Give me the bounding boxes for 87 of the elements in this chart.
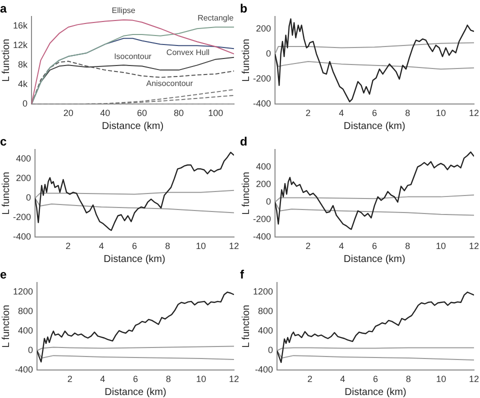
x-axis-title: Distance (km): [344, 386, 406, 398]
chart-title: c: [0, 134, 7, 149]
x-tick-label: 12: [228, 241, 239, 252]
annotation: Convex Hull: [166, 48, 210, 57]
x-axis-title: Distance (km): [104, 254, 166, 265]
x-tick-label: 6: [373, 374, 378, 384]
y-tick-label: -200: [253, 74, 272, 84]
x-axis-title: Distance (km): [102, 120, 164, 132]
y-axis-title: L function: [240, 304, 252, 348]
y-tick-label: -400: [253, 98, 272, 109]
y-tick-label: 0: [266, 48, 272, 59]
x-tick-label: 4: [338, 241, 344, 252]
x-tick-label: 60: [136, 108, 147, 118]
y-tick-label: -400: [15, 364, 34, 375]
y-tick-label: 200: [16, 173, 32, 184]
x-tick-label: 4: [338, 108, 344, 118]
y-tick-label: 0: [22, 98, 28, 109]
x-tick-label: 12: [468, 374, 479, 384]
x-tick-label: 4: [100, 374, 106, 384]
chart-title: e: [0, 268, 7, 282]
x-tick-label: 2: [306, 108, 311, 118]
x-tick-label: 10: [436, 241, 446, 252]
y-tick-label: 0: [26, 192, 32, 203]
x-tick-label: 8: [405, 241, 410, 252]
y-axis-title: L function: [0, 304, 12, 348]
x-tick-label: 8: [406, 374, 411, 384]
x-tick-label: 10: [196, 241, 206, 252]
y-tick-label: 4k: [18, 79, 28, 90]
x-tick-label: 12: [468, 108, 479, 118]
chart-title: d: [240, 134, 248, 149]
x-tick-label: 2: [66, 241, 71, 252]
y-tick-label: 8k: [18, 60, 28, 70]
y-tick-label: 12k: [12, 40, 28, 50]
y-tick-label: 0: [268, 345, 274, 356]
x-tick-label: 2: [306, 241, 311, 252]
x-axis-title: Distance (km): [344, 120, 406, 132]
y-tick-label: 800: [18, 306, 34, 316]
annotation: Anisocontour: [146, 79, 194, 88]
x-tick-label: 2: [307, 374, 312, 384]
x-tick-label: 8: [166, 374, 171, 384]
y-axis-title: L function: [240, 172, 252, 215]
y-tick-label: 1200: [12, 286, 34, 297]
y-tick-label: -400: [13, 232, 32, 242]
y-tick-label: 400: [18, 326, 34, 336]
y-tick-label: -400: [253, 232, 272, 242]
x-tick-label: 6: [132, 241, 138, 252]
y-tick-label: 400: [258, 326, 274, 336]
y-tick-label: 400: [256, 161, 272, 172]
chart-title: a: [0, 2, 7, 16]
y-tick-label: -400: [255, 364, 274, 375]
x-tick-label: 10: [196, 374, 206, 384]
x-tick-label: 8: [165, 241, 170, 252]
x-tick-label: 12: [228, 374, 239, 384]
y-tick-label: 1200: [252, 286, 274, 297]
annotation: Rectangle: [198, 13, 234, 22]
x-tick-label: 2: [67, 374, 72, 384]
x-tick-label: 8: [405, 108, 410, 118]
annotation: Ellipse: [112, 6, 136, 16]
y-tick-label: 0: [266, 196, 272, 207]
x-axis-title: Distance (km): [104, 386, 166, 398]
y-tick-label: 0: [28, 345, 34, 356]
x-tick-label: 20: [63, 108, 74, 118]
y-tick-label: 200: [256, 23, 272, 34]
annotation: Isocontour: [114, 52, 152, 61]
chart-title: f: [240, 268, 245, 282]
x-tick-label: 12: [468, 241, 479, 252]
x-tick-label: 100: [208, 108, 224, 118]
y-tick-label: 16k: [12, 20, 28, 31]
chart-title: b: [240, 2, 248, 16]
x-tick-label: 4: [98, 241, 104, 252]
y-tick-label: -200: [253, 214, 272, 224]
y-axis-title: L function: [240, 38, 252, 82]
x-tick-label: 10: [436, 108, 446, 118]
y-axis-title: L function: [0, 172, 12, 215]
x-tick-label: 4: [340, 374, 346, 384]
x-tick-label: 6: [372, 108, 378, 118]
x-axis-title: Distance (km): [344, 254, 406, 265]
y-tick-label: 200: [256, 179, 272, 190]
x-tick-label: 6: [372, 241, 378, 252]
y-tick-label: 400: [16, 154, 32, 164]
x-tick-label: 80: [174, 108, 184, 118]
x-tick-label: 6: [133, 374, 138, 384]
y-tick-label: 800: [258, 306, 274, 316]
x-tick-label: 10: [436, 374, 446, 384]
y-tick-label: -200: [13, 212, 32, 222]
y-axis-title: L function: [0, 38, 12, 82]
x-tick-label: 40: [100, 108, 110, 118]
